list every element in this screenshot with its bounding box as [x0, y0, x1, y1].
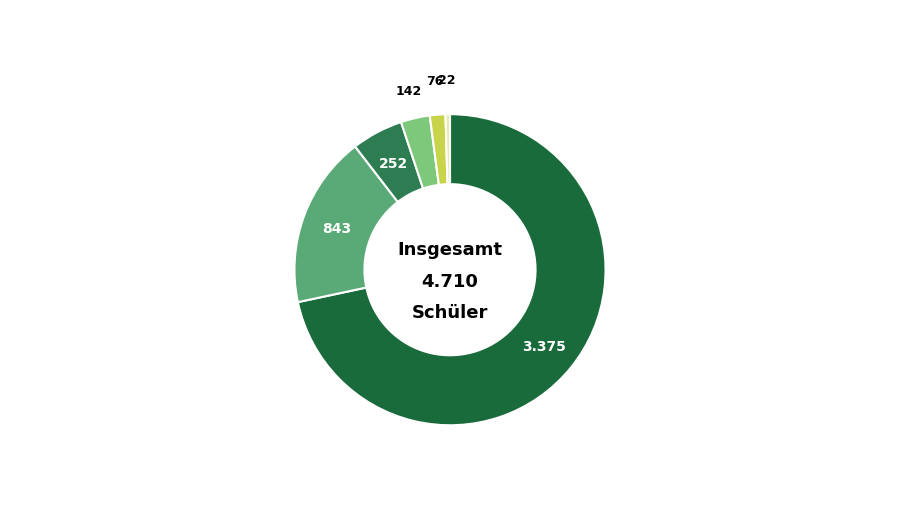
Text: 3.375: 3.375 [522, 339, 565, 353]
Text: Insgesamt: Insgesamt [398, 241, 502, 259]
Text: 843: 843 [322, 222, 351, 236]
Wedge shape [356, 123, 423, 203]
Wedge shape [401, 116, 439, 189]
Wedge shape [294, 147, 398, 302]
Text: 142: 142 [396, 85, 422, 98]
Text: 252: 252 [379, 157, 408, 171]
Text: 76: 76 [426, 75, 444, 88]
Wedge shape [429, 115, 447, 185]
Text: 4.710: 4.710 [421, 272, 479, 290]
Wedge shape [446, 115, 450, 185]
Wedge shape [298, 115, 606, 425]
Text: Schüler: Schüler [412, 303, 488, 321]
Text: 22: 22 [438, 74, 456, 87]
